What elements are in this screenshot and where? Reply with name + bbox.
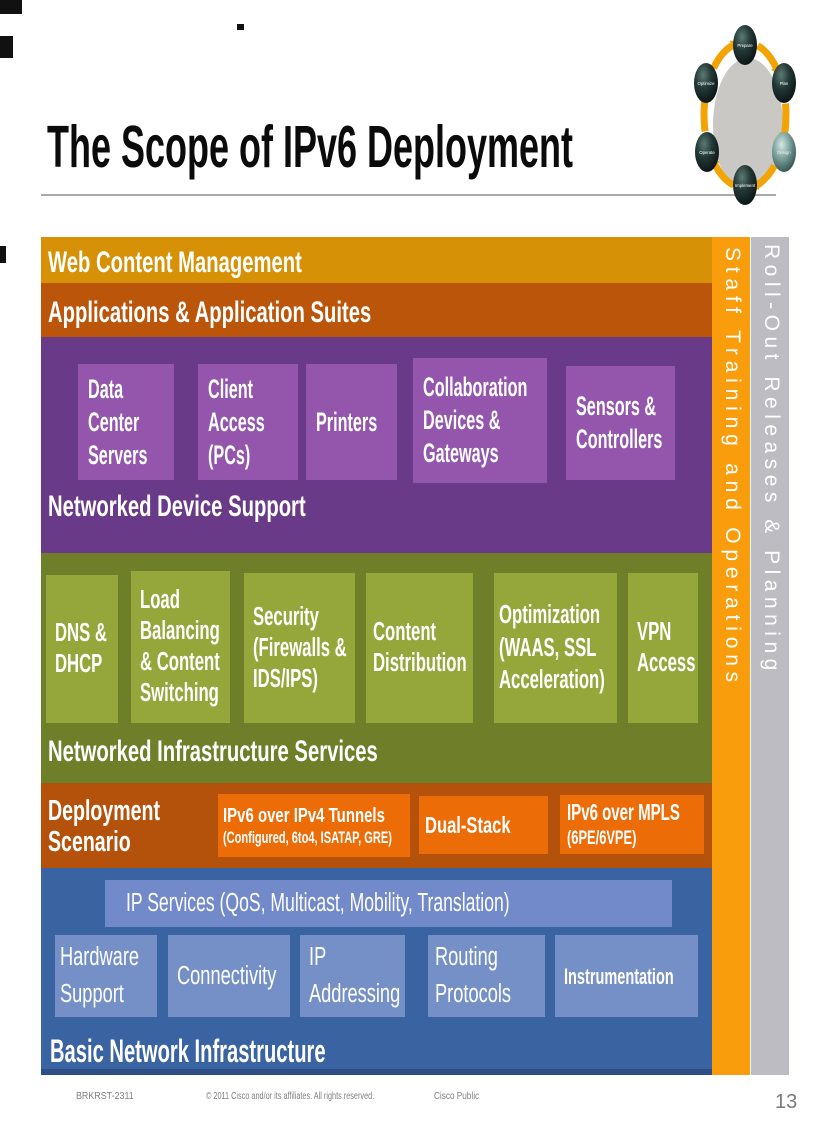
svg-text:Operate: Operate: [699, 150, 715, 155]
svg-text:Plan: Plan: [780, 81, 789, 86]
svg-text:Design: Design: [777, 150, 791, 155]
svg-text:Prepare: Prepare: [737, 43, 753, 48]
svg-text:Optimize: Optimize: [698, 81, 716, 86]
svg-text:Implement: Implement: [735, 183, 756, 188]
